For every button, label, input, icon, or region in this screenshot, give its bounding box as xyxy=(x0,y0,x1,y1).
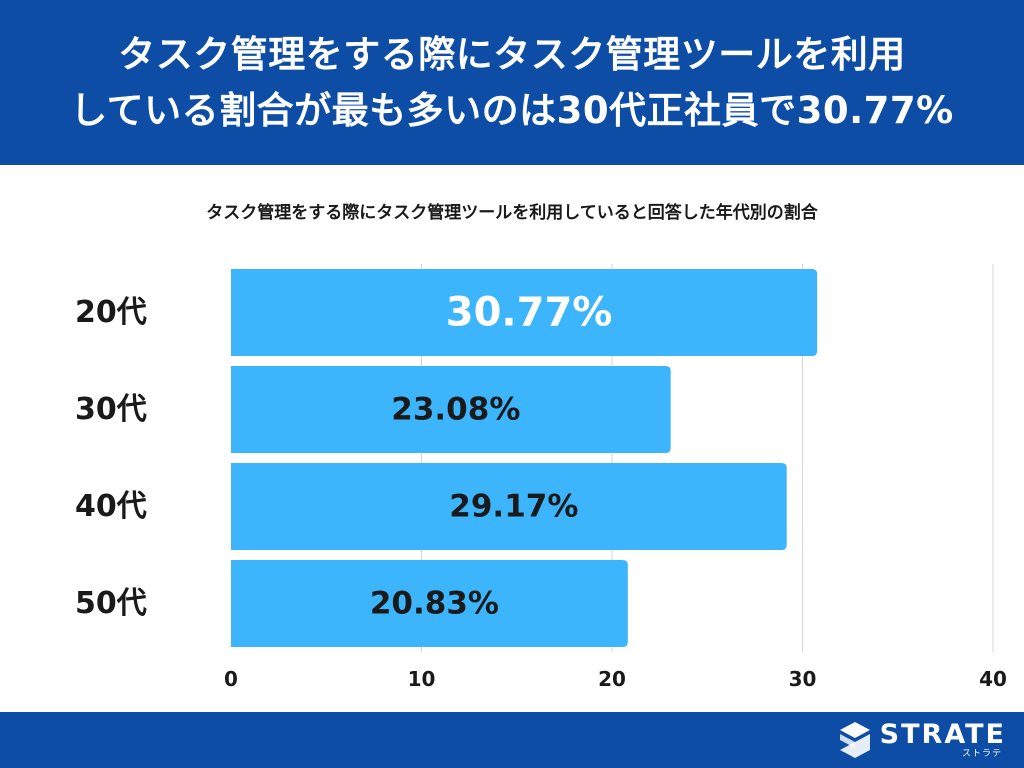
strate-logo-icon xyxy=(839,722,870,758)
strate-logo: STRATE ストラテ xyxy=(838,719,1006,761)
value-label: 23.08% xyxy=(391,392,520,428)
x-tick-label: 20 xyxy=(598,667,626,691)
chart-title: タスク管理をする際にタスク管理ツールを利用していると回答した年代別の割合 xyxy=(206,203,818,223)
header-banner: タスク管理をする際にタスク管理ツールを利用 している割合が最も多いのは30代正社… xyxy=(0,0,1024,165)
x-tick-label: 10 xyxy=(408,667,436,691)
category-label: 20代 xyxy=(75,295,147,330)
bar xyxy=(231,463,787,550)
bar-chart: 20代 30.77% 30代 23.08% 40代 29.17% 50代 20.83% 0 10 2… xyxy=(75,264,1007,691)
headline-line-1: タスク管理をする際にタスク管理ツールを利用 xyxy=(118,32,906,76)
x-tick-label: 0 xyxy=(224,667,238,691)
category-label: 50代 xyxy=(75,586,147,621)
x-tick-label: 40 xyxy=(979,667,1007,691)
bar xyxy=(231,366,671,453)
brand-name: STRATE xyxy=(879,719,1006,750)
brand-kana: ストラテ xyxy=(961,749,1002,759)
bar xyxy=(231,269,818,356)
value-label: 30.77% xyxy=(446,290,613,336)
value-label: 20.83% xyxy=(370,586,499,622)
footer-bar: STRATE ストラテ xyxy=(0,712,1024,768)
category-label: 30代 xyxy=(75,392,147,427)
value-label: 29.17% xyxy=(449,489,578,525)
x-tick-label: 30 xyxy=(789,667,817,691)
category-label: 40代 xyxy=(75,489,147,524)
bar xyxy=(231,560,628,647)
headline-line-2: している割合が最も多いのは30代正社員で30.77% xyxy=(70,88,954,132)
